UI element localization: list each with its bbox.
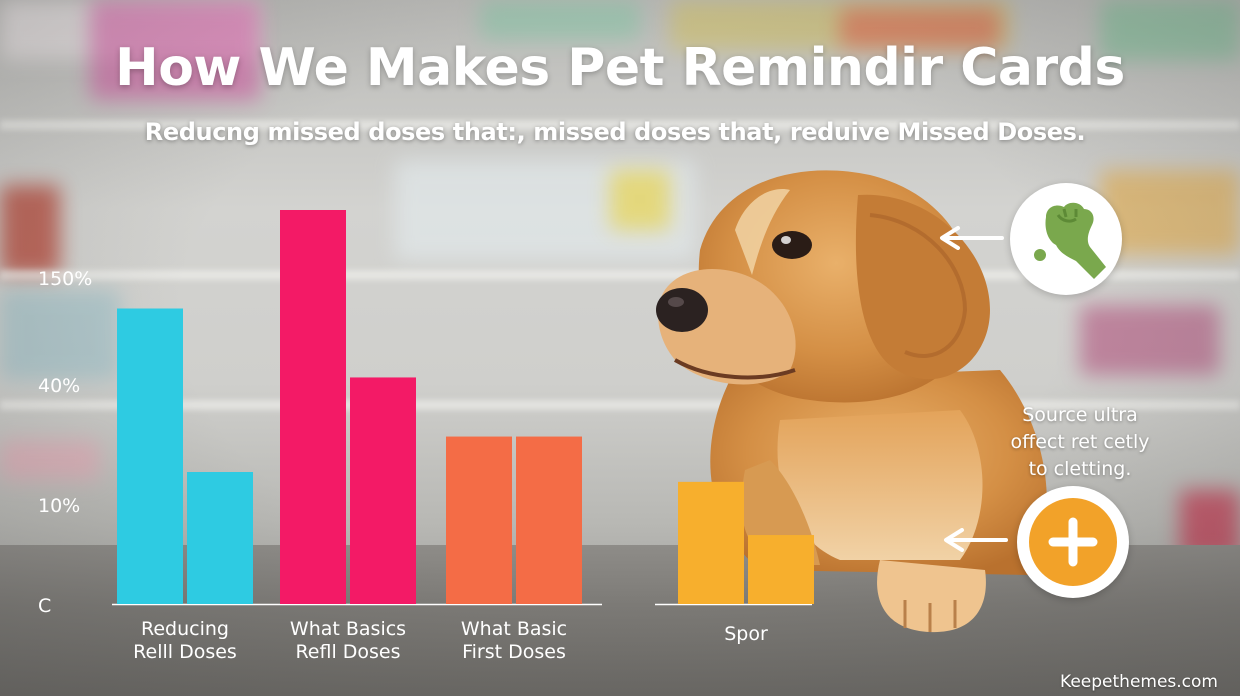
x-category-label: Refll Doses <box>295 641 400 663</box>
source-note: Source ultra offect ret cetly to clettin… <box>1000 402 1160 483</box>
fist-badge <box>1010 183 1122 295</box>
x-category-label: Reducing <box>141 618 229 640</box>
x-category-label: First Doses <box>462 641 566 663</box>
arrow-left-icon <box>944 528 1008 552</box>
credit-footer: Keepethemes.com <box>1060 672 1218 692</box>
x-category-label: What Basic <box>461 618 567 640</box>
bar <box>187 472 253 604</box>
arrow-left-icon <box>940 226 1004 250</box>
bar <box>350 377 416 604</box>
note-line: offect ret cetly <box>1010 431 1150 453</box>
bar <box>516 436 582 604</box>
y-tick-label: 150% <box>38 268 92 290</box>
x-category-label: What Basics <box>290 618 406 640</box>
bar <box>678 481 744 604</box>
page-title: How We Makes Pet Remindir Cards <box>115 38 1125 98</box>
bar <box>748 535 814 604</box>
raised-fist-icon <box>1034 202 1106 279</box>
y-tick-label: C <box>38 595 51 617</box>
y-tick-label: 40% <box>38 375 80 397</box>
page-subtitle: Reducng missed doses that:, missed doses… <box>144 118 1086 146</box>
bar <box>446 436 512 604</box>
plus-icon <box>1029 498 1117 586</box>
x-category-label: Relll Doses <box>133 641 237 663</box>
bar <box>280 210 346 604</box>
plus-badge <box>1017 486 1129 598</box>
bar <box>117 308 183 604</box>
y-tick-label: 10% <box>38 495 80 517</box>
note-line: Source ultra <box>1022 404 1138 426</box>
note-line: to cletting. <box>1028 458 1132 480</box>
x-category-label: Spor <box>724 623 768 645</box>
